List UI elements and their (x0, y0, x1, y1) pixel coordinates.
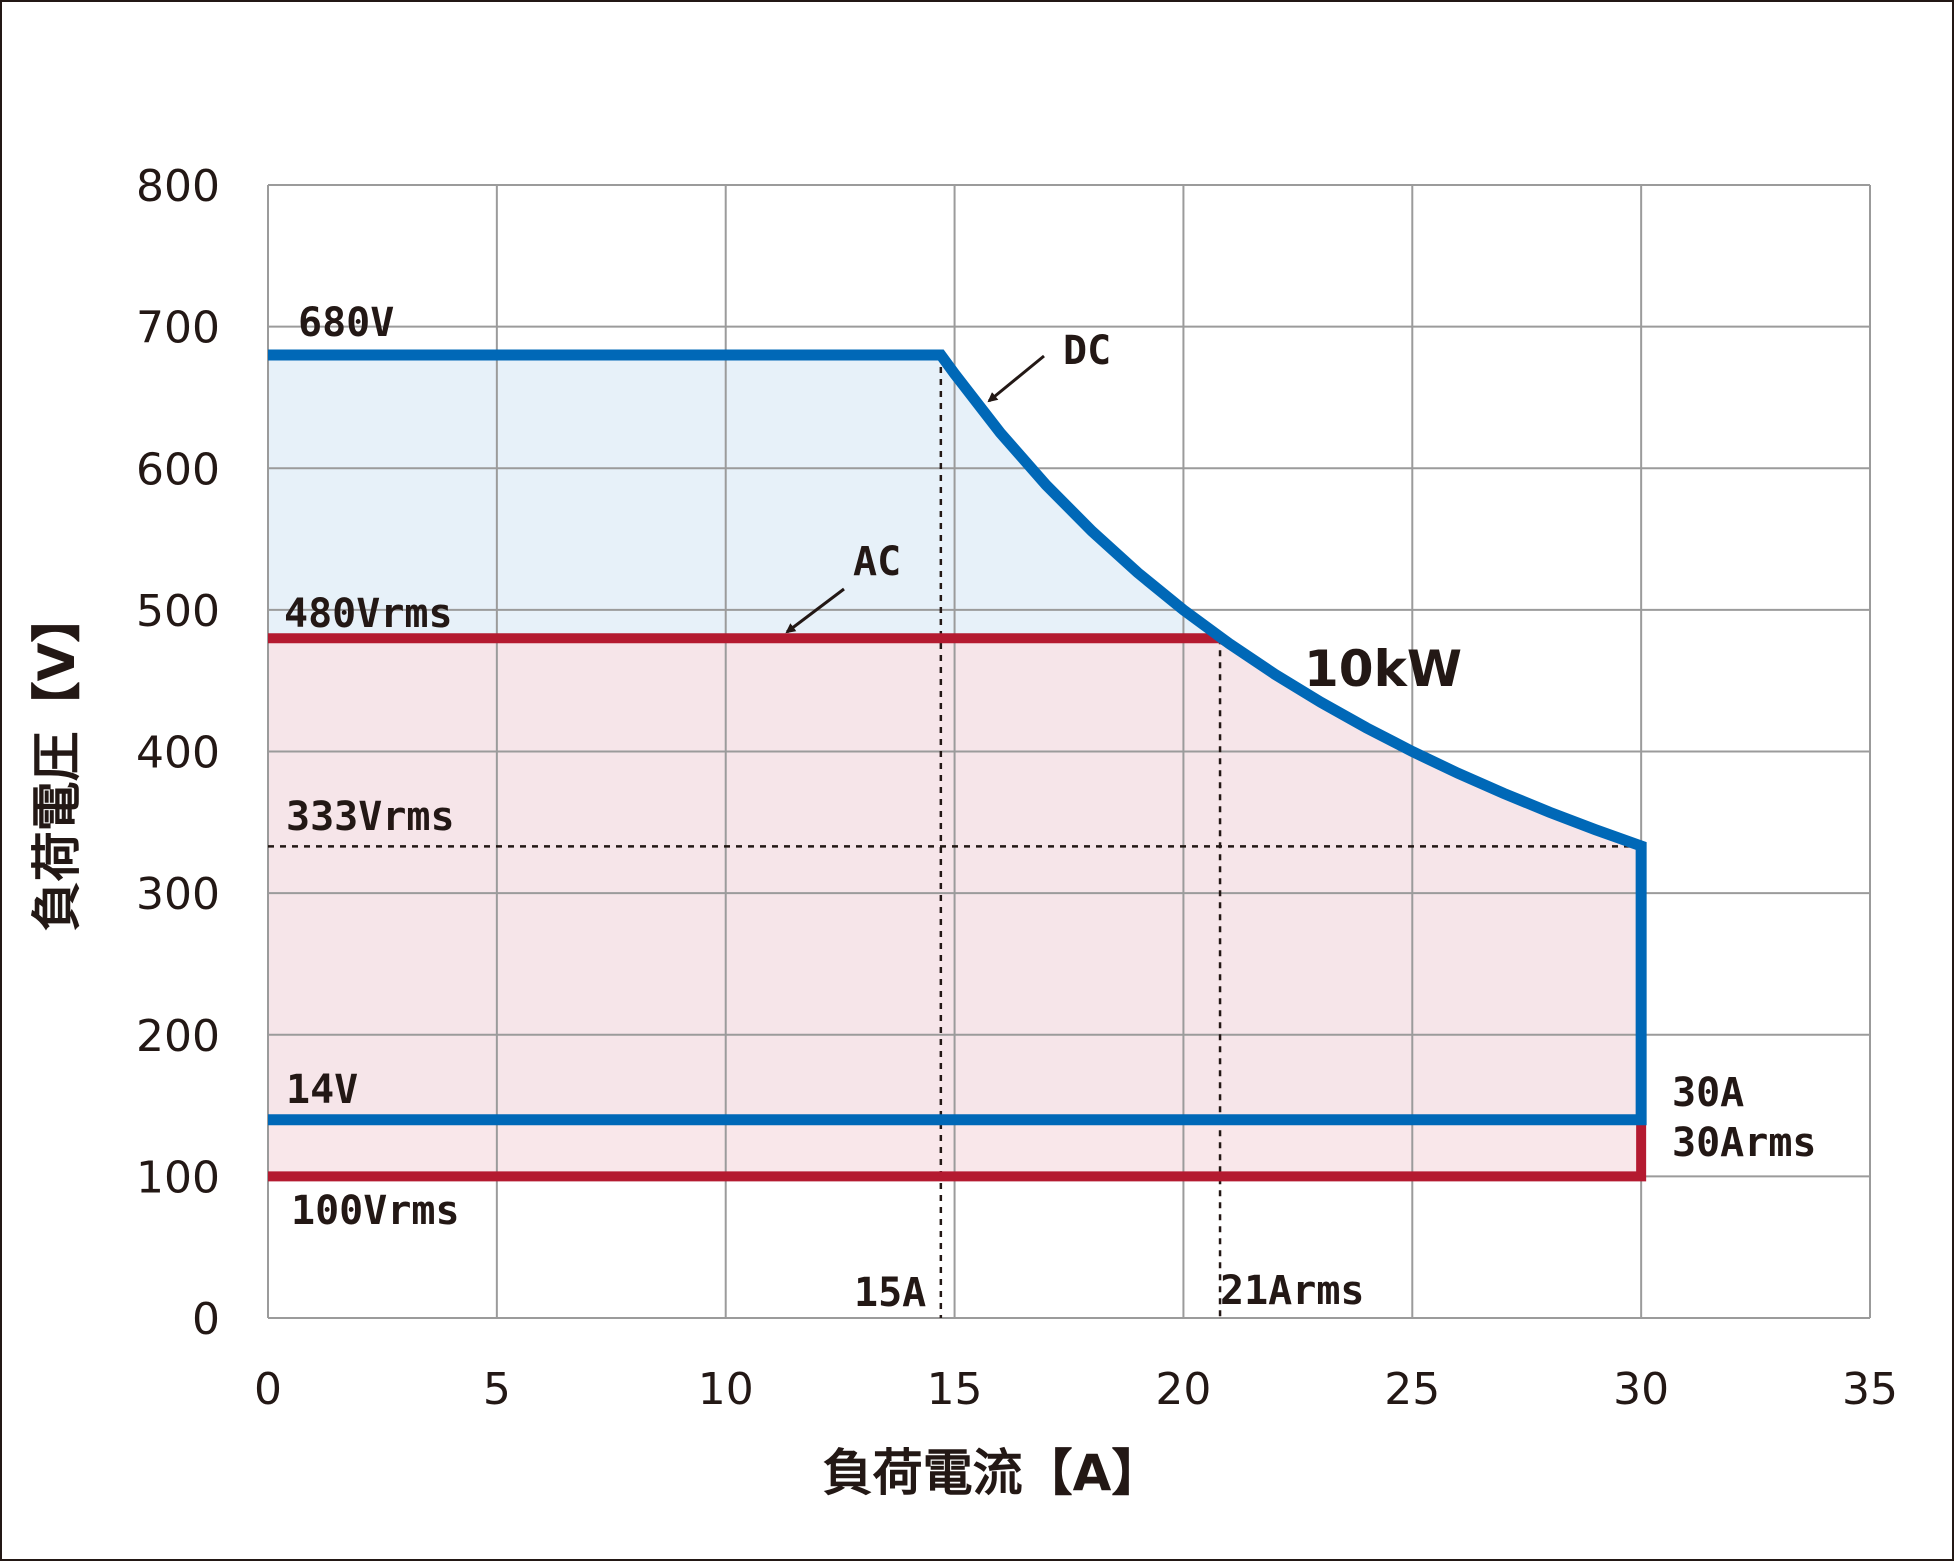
label-680v: 680V (298, 300, 394, 346)
label-21arms: 21Arms (1220, 1268, 1365, 1314)
label-ac: AC (853, 539, 901, 585)
annotations: 680V 480Vrms 333Vrms 14V 100Vrms 30A 30A… (284, 300, 1817, 1316)
y-tick-label: 700 (136, 303, 220, 354)
series-lines (268, 349, 1647, 1182)
y-tick-label: 300 (136, 869, 220, 920)
x-tick-label: 10 (698, 1364, 754, 1415)
label-333vrms: 333Vrms (286, 794, 455, 840)
x-tick-label: 30 (1613, 1364, 1669, 1415)
ac-arrow (785, 587, 845, 634)
x-tick-label: 25 (1384, 1364, 1440, 1415)
label-14v: 14V (286, 1067, 358, 1113)
y-tick-label: 500 (136, 586, 220, 637)
y-tick-label: 100 (136, 1152, 220, 1203)
label-100vrms: 100Vrms (291, 1188, 460, 1234)
dc-arrow (987, 354, 1045, 403)
series-line-dc (268, 349, 1647, 1126)
y-tick-label: 0 (192, 1294, 220, 1345)
y-tick-label: 200 (136, 1011, 220, 1062)
x-axis-title: 負荷電流【A】 (823, 1444, 1162, 1502)
y-axis-title: 負荷電圧【V】 (28, 593, 86, 932)
label-10kw: 10kW (1304, 640, 1462, 698)
reference-lines (268, 354, 1642, 1318)
x-tick-label: 35 (1842, 1364, 1898, 1415)
label-30a: 30A (1672, 1070, 1744, 1116)
label-15a: 15A (854, 1270, 926, 1316)
tick-labels: 0 5 10 15 20 25 30 35 0 100 200 300 400 500 600 700 800 (136, 161, 1898, 1415)
x-tick-label: 20 (1155, 1364, 1211, 1415)
label-30arms: 30Arms (1672, 1120, 1817, 1166)
y-tick-label: 400 (136, 728, 220, 779)
label-dc: DC (1063, 328, 1111, 374)
y-tick-label: 600 (136, 444, 220, 495)
x-tick-label: 0 (254, 1364, 282, 1415)
x-tick-label: 5 (483, 1364, 511, 1415)
x-tick-label: 15 (927, 1364, 983, 1415)
label-480vrms: 480Vrms (284, 591, 453, 637)
y-tick-label: 800 (136, 161, 220, 212)
